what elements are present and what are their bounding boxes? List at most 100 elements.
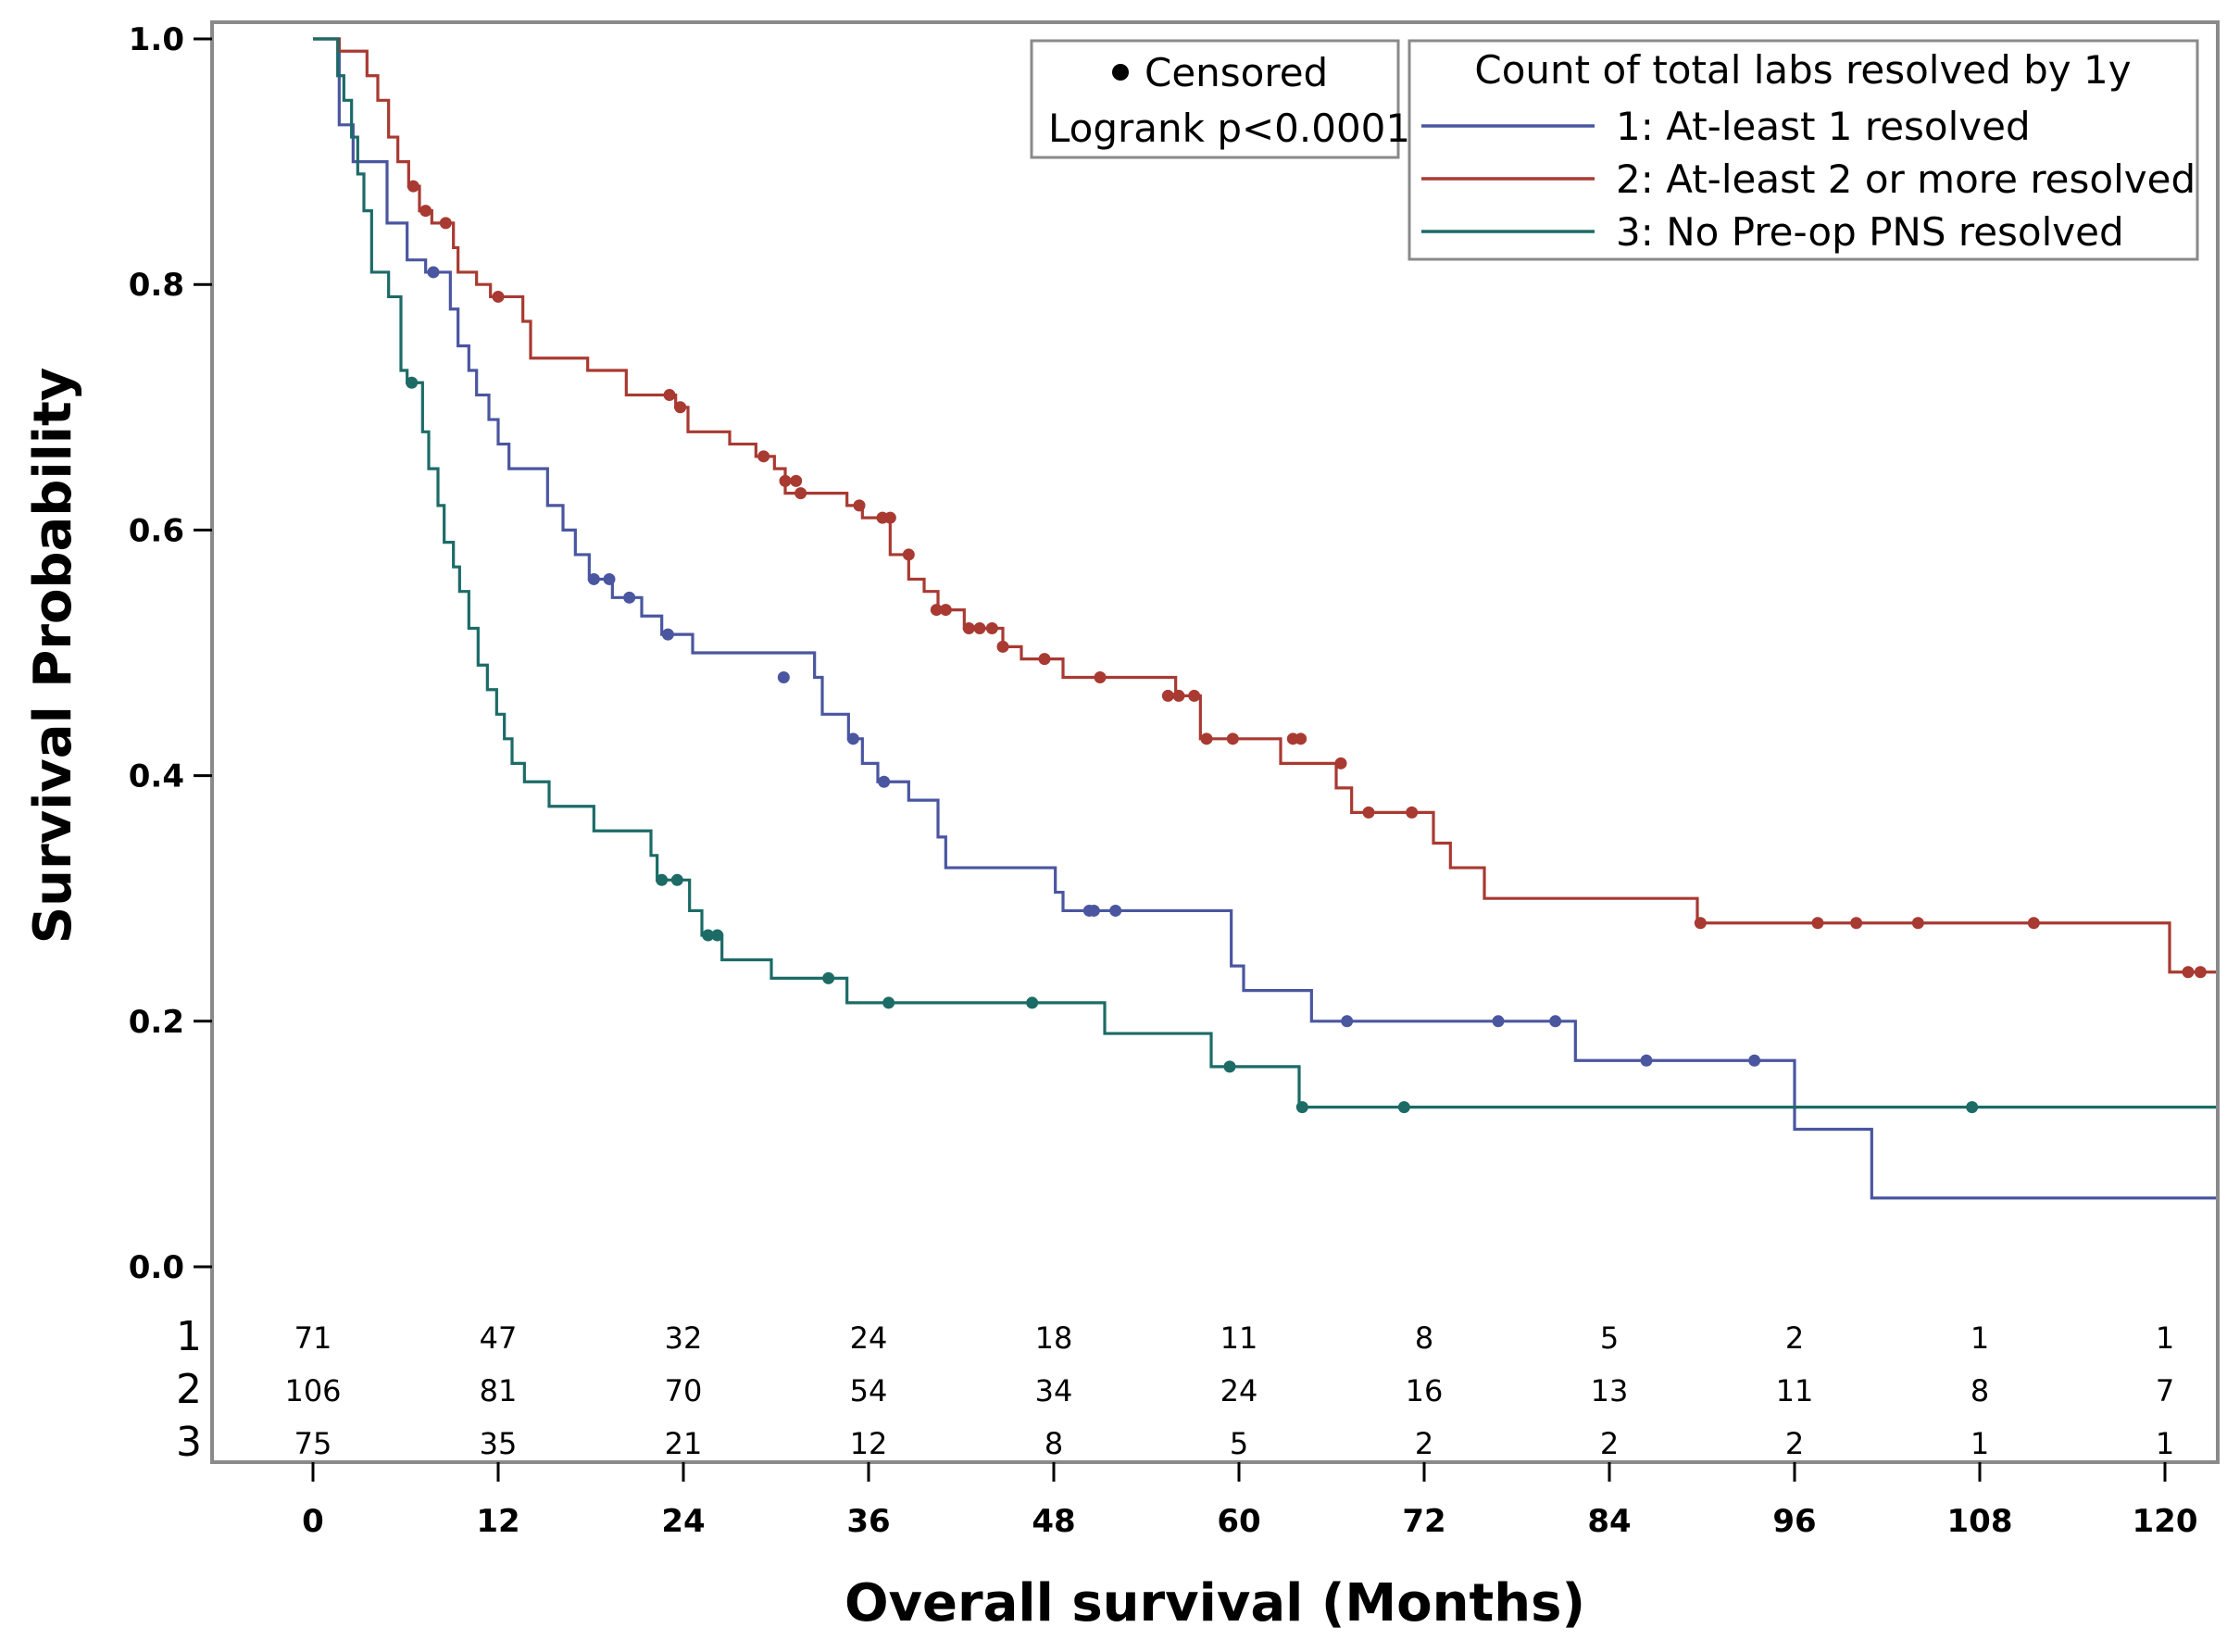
legend-label-group-3: 3: No Pre-op PNS resolved xyxy=(1616,209,2124,255)
risk-count-g3-t84: 2 xyxy=(1600,1426,1619,1461)
censor-mark-group-2-24 xyxy=(1188,689,1201,702)
y-tick-label-5: 1.0 xyxy=(129,21,184,58)
censor-mark-group-2-28 xyxy=(1295,732,1307,745)
censor-mark-group-2-17 xyxy=(973,621,986,634)
legend-label-group-1: 1: At-least 1 resolved xyxy=(1616,104,2031,149)
survival-curves xyxy=(313,37,2216,1200)
y-axis-title: Survival Probability xyxy=(23,368,83,944)
risk-count-g3-t96: 2 xyxy=(1785,1426,1804,1461)
x-tick-label-4: 48 xyxy=(1032,1503,1075,1540)
x-tick-label-1: 12 xyxy=(476,1503,519,1540)
legend-label-group-2: 2: At-least 2 or more resolved xyxy=(1616,156,2196,202)
censor-mark-group-3-9 xyxy=(1295,1101,1308,1114)
censor-mark-group-1-9 xyxy=(1087,904,1100,917)
censor-mark-group-3-5 xyxy=(822,971,835,984)
legend-title: Count of total labs resolved by 1y xyxy=(1474,47,2131,93)
censor-mark-group-2-20 xyxy=(1038,653,1051,666)
risk-count-g1-t108: 1 xyxy=(1971,1320,1989,1356)
x-tick-label-10: 120 xyxy=(2133,1503,2198,1540)
censor-mark-group-1-2 xyxy=(603,572,616,585)
risk-count-g1-t0: 71 xyxy=(294,1320,332,1356)
censor-mark-group-1-1 xyxy=(587,572,600,585)
risk-count-g2-t120: 7 xyxy=(2156,1373,2174,1408)
censor-mark-group-3-0 xyxy=(406,376,419,389)
censor-mark-group-1-5 xyxy=(777,671,790,684)
risk-count-g1-t96: 2 xyxy=(1785,1320,1804,1356)
censor-mark-group-2-1 xyxy=(419,205,432,218)
risk-count-g3-t36: 12 xyxy=(850,1426,888,1461)
censor-mark-group-1-11 xyxy=(1341,1015,1354,1028)
risk-count-g3-t12: 35 xyxy=(480,1426,518,1461)
risk-count-g3-t0: 75 xyxy=(294,1426,332,1461)
censor-mark-group-2-23 xyxy=(1172,689,1185,702)
risk-count-g2-t36: 54 xyxy=(850,1373,888,1408)
censor-mark-group-1-10 xyxy=(1109,904,1122,917)
x-axis: 0 12 24 36 48 60 72 84 96 108 120 xyxy=(302,1462,2197,1540)
risk-count-g1-t120: 1 xyxy=(2156,1320,2174,1356)
censor-mark-group-3-8 xyxy=(1223,1060,1236,1073)
censor-mark-group-3-1 xyxy=(656,873,669,886)
censor-mark-group-3-2 xyxy=(670,873,683,886)
censor-mark-group-2-0 xyxy=(407,180,419,193)
censor-mark-group-2-21 xyxy=(1094,671,1107,684)
risk-count-g1-t60: 11 xyxy=(1220,1320,1258,1356)
number-at-risk-table: 1 71 47 32 24 18 11 8 5 2 1 12 106 81 70 54 34 24 16 13 11 8 7… xyxy=(176,1313,2174,1466)
y-tick-label-1: 0.2 xyxy=(129,1004,184,1041)
censor-mark-group-2-38 xyxy=(2194,966,2207,979)
censor-legend-box xyxy=(1030,39,1400,159)
x-tick-label-7: 84 xyxy=(1587,1503,1631,1540)
censor-mark-group-3-4 xyxy=(711,929,724,942)
censor-mark-group-2-2 xyxy=(439,217,452,230)
censor-mark-group-2-34 xyxy=(1850,917,1863,930)
censor-mark-group-2-33 xyxy=(1811,917,1824,930)
risk-count-g2-t108: 8 xyxy=(1971,1373,1989,1408)
censor-mark-group-3-3 xyxy=(702,929,715,942)
risk-count-g3-t72: 2 xyxy=(1415,1426,1433,1461)
censor-mark-group-2-32 xyxy=(1694,917,1707,930)
y-tick-label-2: 0.4 xyxy=(129,758,184,795)
censor-mark-group-3-10 xyxy=(1397,1101,1410,1114)
censor-mark-group-1-15 xyxy=(1748,1054,1761,1067)
censor-mark-group-1-3 xyxy=(623,591,636,604)
censor-mark-group-1-6 xyxy=(846,732,859,745)
risk-count-g3-t120: 1 xyxy=(2156,1426,2174,1461)
censor-mark-group-2-22 xyxy=(1161,689,1174,702)
x-tick-label-8: 96 xyxy=(1772,1503,1816,1540)
censor-mark-group-2-14 xyxy=(930,604,943,617)
risk-count-g1-t48: 18 xyxy=(1035,1320,1073,1356)
plot-frame xyxy=(210,20,2220,1464)
censor-mark-group-2-30 xyxy=(1362,806,1375,819)
censor-mark-group-2-19 xyxy=(996,640,1009,653)
risk-row-label-1: 1 xyxy=(176,1313,202,1360)
censor-mark-group-2-3 xyxy=(492,290,505,303)
risk-count-g1-t12: 47 xyxy=(480,1320,518,1356)
x-tick-label-9: 108 xyxy=(1947,1503,2013,1540)
x-axis-title: Overall survival (Months) xyxy=(845,1573,1585,1633)
censor-mark-group-2-7 xyxy=(779,474,792,487)
censor-legend: Censored Logrank p<0.0001 xyxy=(1030,39,1410,159)
censor-mark-group-2-16 xyxy=(962,621,975,634)
y-tick-label-0: 0.0 xyxy=(129,1249,184,1286)
x-tick-label-5: 60 xyxy=(1217,1503,1260,1540)
risk-count-g2-t48: 34 xyxy=(1035,1373,1073,1408)
risk-count-g2-t84: 13 xyxy=(1591,1373,1629,1408)
censor-mark-group-1-7 xyxy=(878,775,891,788)
censor-mark-group-2-13 xyxy=(902,548,915,561)
risk-count-g3-t24: 21 xyxy=(665,1426,703,1461)
risk-count-g2-t12: 81 xyxy=(480,1373,518,1408)
y-tick-label-3: 0.6 xyxy=(129,512,184,549)
legend-entries: 1: At-least 1 resolved 2: At-least 2 or m… xyxy=(1421,104,2196,255)
censor-mark-group-2-6 xyxy=(757,450,770,463)
risk-row-label-3: 3 xyxy=(176,1419,202,1466)
censor-mark-group-2-37 xyxy=(2182,966,2195,979)
censor-mark-group-2-31 xyxy=(1406,806,1419,819)
censor-mark-group-1-0 xyxy=(427,266,440,279)
risk-count-g3-t60: 5 xyxy=(1230,1426,1248,1461)
censor-mark-group-1-12 xyxy=(1492,1015,1505,1028)
risk-row-label-2: 2 xyxy=(176,1366,202,1413)
y-tick-label-4: 0.8 xyxy=(129,267,184,304)
x-tick-label-2: 24 xyxy=(661,1503,705,1540)
survival-curve-group-1 xyxy=(313,37,2216,1200)
risk-count-g1-t36: 24 xyxy=(850,1320,888,1356)
x-tick-label-0: 0 xyxy=(302,1503,324,1540)
